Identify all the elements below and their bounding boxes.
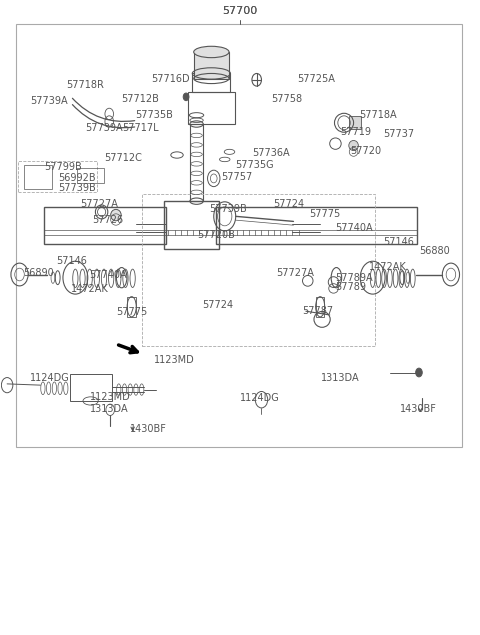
Text: 57718R: 57718R <box>66 80 104 90</box>
Text: 57758: 57758 <box>271 95 302 104</box>
Text: 57799B: 57799B <box>44 162 82 172</box>
Text: 57720B: 57720B <box>197 231 235 240</box>
Text: 1124DG: 1124DG <box>30 373 70 382</box>
Bar <box>188 93 235 124</box>
Text: 1472AK: 1472AK <box>71 284 108 294</box>
Text: 57718A: 57718A <box>360 110 397 120</box>
Text: 57726: 57726 <box>92 215 123 225</box>
Bar <box>16 23 462 447</box>
Text: 57719: 57719 <box>340 127 371 137</box>
Text: 57720: 57720 <box>350 146 381 156</box>
Text: 57787: 57787 <box>302 306 333 316</box>
Circle shape <box>416 368 422 377</box>
Text: 57740A: 57740A <box>90 269 127 279</box>
Text: 57735B: 57735B <box>135 110 173 120</box>
Circle shape <box>183 93 189 101</box>
Bar <box>24 165 52 189</box>
Bar <box>44 207 166 244</box>
Text: 1430BF: 1430BF <box>400 404 437 414</box>
Text: 57789A: 57789A <box>336 272 373 283</box>
Ellipse shape <box>111 210 121 221</box>
Text: 57775: 57775 <box>309 210 340 220</box>
Text: 57757: 57757 <box>221 172 252 182</box>
Text: 57725A: 57725A <box>297 74 335 84</box>
Text: 57727A: 57727A <box>80 199 118 209</box>
Text: 57727A: 57727A <box>276 268 313 278</box>
Text: 57724: 57724 <box>274 199 304 209</box>
Text: 57700: 57700 <box>222 6 258 16</box>
Bar <box>192 74 230 93</box>
Text: 1472AK: 1472AK <box>369 262 407 272</box>
Text: 1313DA: 1313DA <box>321 373 360 382</box>
Bar <box>190 124 203 201</box>
Text: 57717L: 57717L <box>122 123 159 133</box>
Ellipse shape <box>349 140 359 150</box>
Bar <box>70 375 112 401</box>
Text: 56992B: 56992B <box>59 173 96 184</box>
Text: 1123MD: 1123MD <box>90 392 131 401</box>
Bar <box>18 161 97 192</box>
Text: 57724: 57724 <box>202 300 233 310</box>
Text: 57739B: 57739B <box>59 183 96 193</box>
Text: 57739A: 57739A <box>85 123 123 133</box>
Text: 57735G: 57735G <box>235 159 274 170</box>
Text: 57712C: 57712C <box>104 153 142 163</box>
Text: 57739A: 57739A <box>31 97 68 106</box>
Text: 56880: 56880 <box>419 246 450 256</box>
Ellipse shape <box>194 46 229 58</box>
Text: 57712B: 57712B <box>121 95 159 104</box>
Text: 1430BF: 1430BF <box>130 424 167 434</box>
Text: 1123MD: 1123MD <box>154 356 195 366</box>
Text: 57146: 57146 <box>383 237 414 246</box>
Text: 57737: 57737 <box>383 129 414 139</box>
Text: 57775: 57775 <box>116 307 147 318</box>
Text: 57716D: 57716D <box>151 74 190 84</box>
Bar <box>77 168 105 184</box>
Text: 57740A: 57740A <box>336 223 373 232</box>
Bar <box>127 297 136 317</box>
Text: 56890: 56890 <box>23 268 54 278</box>
Bar <box>216 207 417 244</box>
Text: 57736A: 57736A <box>252 148 289 158</box>
Text: 57146: 57146 <box>56 256 87 265</box>
Bar <box>194 52 229 79</box>
Text: 1313DA: 1313DA <box>90 404 128 414</box>
Bar <box>316 297 324 317</box>
Text: 1124DG: 1124DG <box>240 393 280 403</box>
Bar <box>142 194 375 346</box>
Bar <box>164 201 218 249</box>
Text: 57789: 57789 <box>336 282 366 292</box>
Bar <box>349 116 361 129</box>
Text: 57739B: 57739B <box>209 204 247 214</box>
Text: 57700: 57700 <box>222 6 258 16</box>
